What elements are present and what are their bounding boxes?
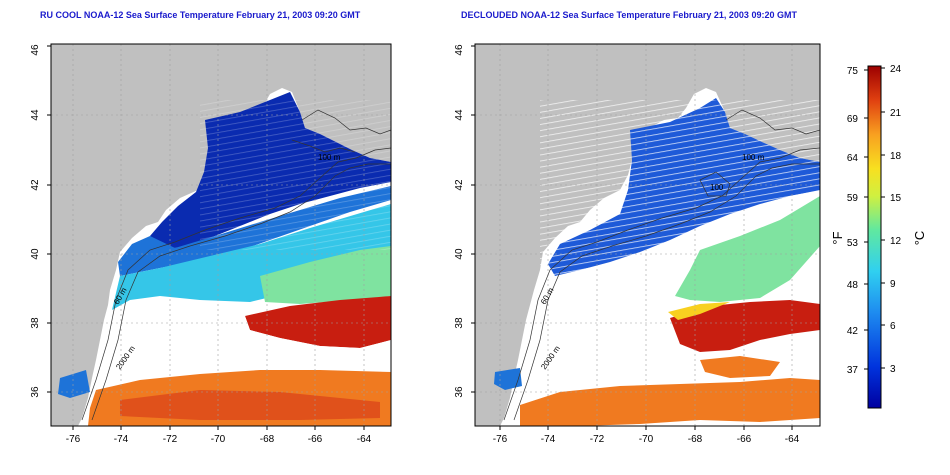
colorbar-f-tick-label: 48	[847, 280, 859, 291]
colorbar-celsius-label: °C	[912, 231, 927, 246]
left-map-frame	[50, 43, 392, 427]
left-x-tick-label: -72	[163, 434, 178, 445]
left-y-tick-label: 38	[30, 317, 41, 329]
left-land	[51, 44, 391, 426]
right-x-tick-label: -64	[785, 434, 800, 445]
right-y-tick-label: 36	[454, 386, 465, 398]
colorbar-c-tick-label: 24	[890, 64, 902, 75]
left-y-tick-label: 40	[30, 248, 41, 260]
right-contour-label-100: 100	[710, 183, 724, 192]
right-contour-label-100m: 100 m	[742, 153, 765, 162]
left-x-tick-label: -70	[211, 434, 226, 445]
right-x-tick-label: -72	[590, 434, 605, 445]
left-contours	[81, 109, 391, 421]
right-y-tick-label: 38	[454, 317, 465, 329]
left-mild-water	[260, 246, 391, 304]
right-gulf-stream	[670, 300, 820, 352]
colorbar-f-tick-label: 37	[847, 365, 859, 376]
colorbar-f-tick-label: 75	[847, 66, 859, 77]
left-x-tick-label: -74	[114, 434, 129, 445]
colorbar-c-tick-label: 3	[890, 364, 896, 375]
right-warm-patch	[700, 356, 780, 378]
right-map-frame	[474, 43, 821, 427]
colorbar-c-tick-label: 21	[890, 108, 902, 119]
left-map-title: RU COOL NOAA-12 Sea Surface Temperature …	[40, 10, 361, 20]
right-y-tick-label: 42	[454, 179, 465, 191]
right-grid	[475, 44, 820, 426]
colorbar-c-tick-label: 6	[890, 321, 896, 332]
colorbar-fahrenheit-label: °F	[830, 231, 845, 244]
right-y-tick-label: 46	[454, 44, 465, 56]
colorbar-f-tick-label: 59	[847, 193, 859, 204]
left-grid	[51, 44, 391, 426]
right-map-title: DECLOUDED NOAA-12 Sea Surface Temperatur…	[461, 10, 797, 20]
left-map-panel: 100 m 60 m 2000 m -76 -74 -72 -70 -68 -6…	[30, 43, 392, 445]
colorbar-c-ticks	[881, 67, 885, 369]
left-warm-water-deep	[120, 390, 380, 420]
left-nearshore-blue	[58, 370, 90, 398]
right-x-tick-label: -70	[639, 434, 654, 445]
colorbar: 75 69 64 59 53 48 42 37 24 21 18 15 12 9…	[830, 64, 927, 409]
left-x-tick-label: -68	[260, 434, 275, 445]
colorbar-f-tick-label: 42	[847, 326, 859, 337]
colorbar-c-tick-label: 9	[890, 279, 896, 290]
right-x-tick-label: -66	[737, 434, 752, 445]
colorbar-f-ticks	[864, 69, 868, 370]
right-x-tick-label: -74	[541, 434, 556, 445]
right-contours	[503, 109, 820, 421]
colorbar-c-tick-label: 12	[890, 236, 902, 247]
left-x-tick-label: -66	[308, 434, 323, 445]
left-contour-label-100m: 100 m	[318, 153, 341, 162]
left-y-axis: 36 38 40 42 44 46	[30, 44, 51, 398]
right-mild-water	[675, 196, 820, 302]
left-x-axis: -76 -74 -72 -70 -68 -66 -64	[66, 426, 372, 445]
right-gulf-stream-yellow	[668, 302, 730, 320]
right-y-axis: 36 38 40 42 44 46	[454, 44, 475, 398]
left-y-tick-label: 36	[30, 386, 41, 398]
right-x-axis: -76 -74 -72 -70 -68 -66 -64	[493, 426, 800, 445]
left-y-tick-label: 46	[30, 44, 41, 56]
left-cloud-area	[104, 312, 391, 384]
right-nearshore-blue	[494, 368, 522, 390]
colorbar-f-tick-label: 64	[847, 153, 859, 164]
colorbar-gradient	[867, 65, 882, 409]
left-y-tick-label: 42	[30, 179, 41, 191]
right-warm-water	[520, 378, 820, 426]
right-y-tick-label: 40	[454, 248, 465, 260]
right-x-tick-label: -76	[493, 434, 508, 445]
left-gulf-stream	[245, 296, 391, 348]
colorbar-c-tick-label: 15	[890, 193, 902, 204]
right-map-panel: 100 m 100 60 m 2000 m -76 -74 -72 -70 -6…	[454, 43, 821, 445]
colorbar-f-tick-label: 53	[847, 238, 859, 249]
colorbar-f-tick-label: 69	[847, 114, 859, 125]
left-scan-stripes	[200, 100, 391, 250]
left-y-tick-label: 44	[30, 109, 41, 121]
left-x-tick-label: -76	[66, 434, 81, 445]
right-x-tick-label: -68	[688, 434, 703, 445]
left-x-tick-label: -64	[357, 434, 372, 445]
right-y-tick-label: 44	[454, 109, 465, 121]
colorbar-c-tick-label: 18	[890, 151, 902, 162]
